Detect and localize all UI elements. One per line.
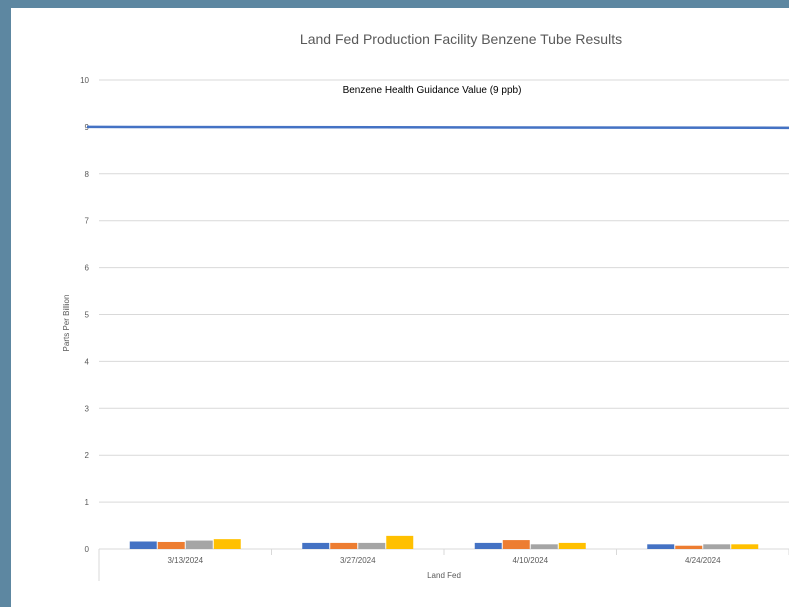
x-tick-label: 3/13/2024 (167, 556, 203, 565)
y-tick-label: 3 (85, 404, 90, 413)
benzene-bar-chart: Land Fed Production Facility Benzene Tub… (62, 31, 789, 581)
y-axis-label: Parts Per Billion (62, 295, 71, 352)
y-tick-label: 10 (80, 76, 89, 85)
x-axis-label: Land Fed (427, 571, 461, 580)
bar (558, 542, 586, 549)
gridlines (98, 79, 789, 581)
reference-line-label: Benzene Health Guidance Value (9 ppb) (343, 85, 522, 96)
x-tick-labels: 3/13/2024 3/27/2024 4/10/2024 4/24/2024 (167, 556, 721, 565)
y-tick-label: 6 (85, 264, 90, 273)
x-tick-label: 4/10/2024 (512, 556, 548, 565)
x-tick-label: 3/27/2024 (340, 556, 376, 565)
bar (474, 542, 502, 549)
y-tick-label: 1 (85, 498, 90, 507)
bar (302, 542, 330, 549)
chart-canvas: Land Fed Production Facility Benzene Tub… (11, 8, 789, 607)
bar (530, 544, 558, 549)
bar (731, 544, 759, 549)
bar (647, 544, 675, 549)
bar (358, 542, 386, 549)
reference-line (86, 125, 789, 130)
bar (386, 535, 414, 549)
health-guidance-line (86, 125, 789, 130)
x-tick-label: 4/24/2024 (685, 556, 721, 565)
chart-title: Land Fed Production Facility Benzene Tub… (300, 31, 622, 47)
bar (703, 544, 731, 549)
y-tick-label: 8 (85, 170, 90, 179)
y-tick-label: 5 (85, 311, 90, 320)
y-tick-label: 4 (85, 357, 90, 366)
bar (213, 539, 241, 549)
bar (157, 541, 185, 549)
bar (502, 540, 530, 549)
y-tick-label: 7 (85, 217, 90, 226)
bar (675, 545, 703, 549)
bar (185, 540, 213, 549)
y-tick-label: 0 (85, 545, 90, 554)
bars (129, 535, 759, 549)
bar (330, 542, 358, 549)
y-tick-label: 2 (85, 451, 90, 460)
bar (129, 541, 157, 549)
